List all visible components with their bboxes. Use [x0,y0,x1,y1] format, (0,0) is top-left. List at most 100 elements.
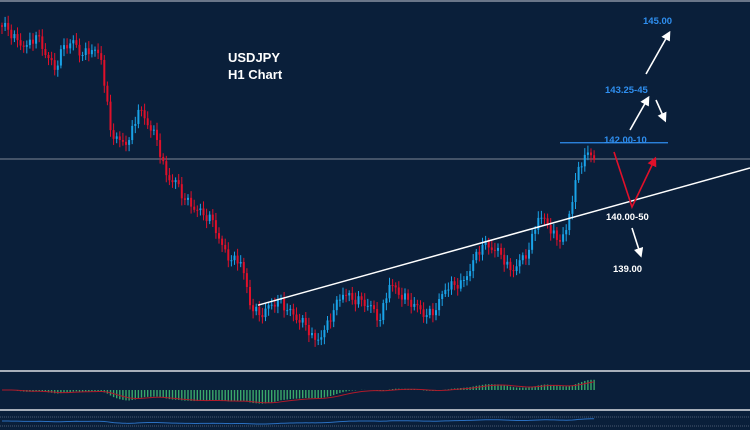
candle-body [447,289,450,291]
candle-body [292,308,295,315]
candle-body [404,293,406,300]
candle-body [84,48,87,55]
candle-body [35,35,38,44]
candle-body [419,305,422,310]
candle-body [134,123,137,126]
candle-body [112,130,115,139]
candle-body [211,214,214,221]
candle-body [469,271,472,277]
candle-body [41,36,44,49]
candle-body [456,284,459,289]
candle-body [583,154,586,167]
candle-body [555,230,558,240]
candle-body [190,197,193,207]
candle-body [152,129,155,131]
candle-body [32,39,34,44]
candle-body [431,308,434,316]
candle-body [562,234,565,242]
candle-body [289,308,292,311]
level-label-143: 143.25-45 [605,85,649,96]
candle-body [351,293,354,300]
candle-body [332,310,335,322]
oscillator-line [1,418,595,425]
red-pullback-arrow [613,151,657,210]
candle-body [146,118,149,126]
candle-body [363,299,366,307]
candle-body [267,305,270,309]
candle-body [422,309,425,317]
candle-body [559,239,561,242]
candle-body [25,45,28,47]
candle-body [239,262,242,264]
candle-body [72,40,75,44]
candle-body [78,44,81,56]
candle-body [366,305,369,307]
candle-body [75,40,78,45]
candle-body [466,276,468,280]
candle-body [335,299,338,311]
candle-body [537,217,540,230]
candle-body [441,294,444,300]
candle-body [199,208,202,211]
candle-body [50,58,53,61]
candle-body [388,284,391,299]
candle-body [407,293,410,300]
candle-body [245,273,248,287]
candle-body [373,305,375,310]
candle-body [543,217,546,219]
arrow-down-139 [631,227,644,258]
candle-body [571,202,574,214]
macd-signal-line [1,381,595,404]
candle-body [565,230,568,235]
candle-body [490,247,493,250]
candle-body [230,260,233,262]
candle-body [311,333,313,336]
candle-body [481,244,484,255]
candle-body [462,280,465,281]
chart-title: USDJPY [228,50,280,65]
candle-body [276,299,279,307]
candle-body [283,298,286,311]
candle-body [273,304,276,307]
candle-body [410,299,413,307]
candle-body [221,238,224,245]
candle-body [87,48,90,55]
candle-body [218,233,220,239]
candle-body [531,233,534,250]
candle-body [121,140,124,142]
candle-body [586,152,589,155]
candle-body [224,244,227,250]
candle-body [428,308,431,316]
candle-body [329,320,332,322]
candle-body [94,49,96,51]
candle-body [28,39,31,46]
candle-body [143,110,146,119]
candle-body [38,35,41,37]
candle-body [59,49,62,66]
candle-body [593,155,596,160]
candle-body [90,50,93,55]
candle-body [512,270,515,272]
candle-body [369,305,372,307]
candle-body [149,125,152,131]
candle-body [357,296,360,305]
candle-body [53,60,56,70]
candle-body [162,156,165,162]
candle-body [177,180,180,185]
candle-body [354,299,357,305]
candle-body [69,43,72,49]
candle-body [385,298,388,304]
candle-body [131,125,134,141]
candle-body [298,320,301,323]
candle-body [236,255,239,264]
candle-body [345,294,348,296]
candle-body [382,303,385,321]
candle-body [475,251,478,261]
candle-body [171,180,174,183]
candle-body [100,53,103,60]
candle-body [183,198,186,200]
candle-body [140,109,143,111]
candle-body [478,251,481,255]
candle-body [242,262,245,274]
